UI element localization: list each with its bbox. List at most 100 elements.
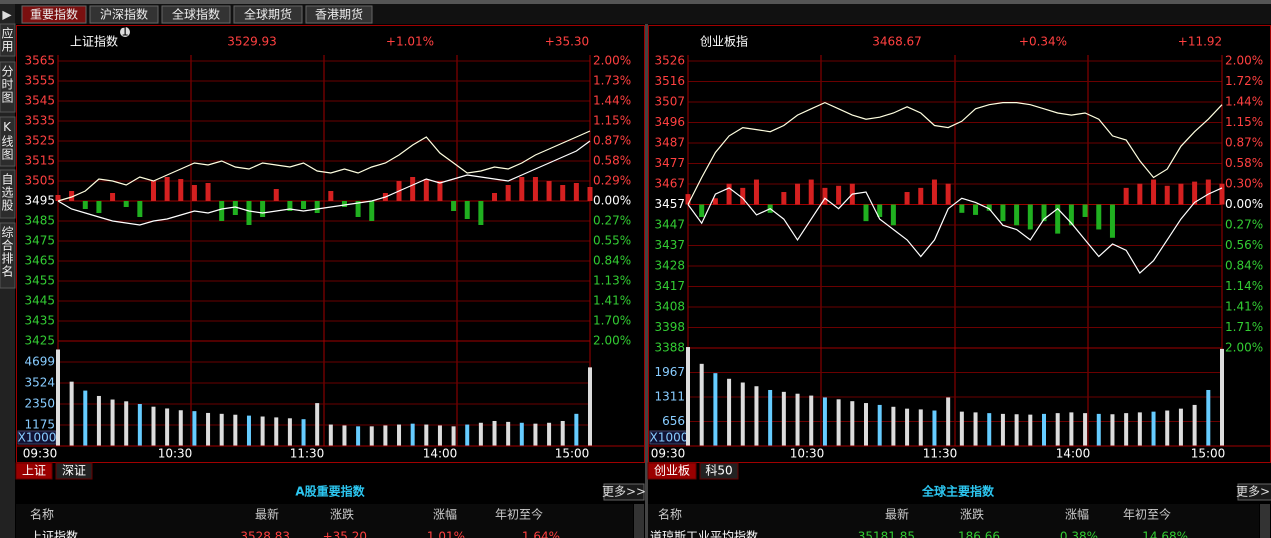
pct-tick-label: 2.00% bbox=[593, 334, 631, 348]
tab[interactable] bbox=[21, 5, 87, 24]
sidebar-button[interactable] bbox=[0, 169, 16, 219]
market-tab-label[interactable]: 深证 bbox=[62, 464, 86, 478]
market-tab-label[interactable]: 创业板 bbox=[654, 464, 690, 478]
tab[interactable] bbox=[305, 5, 373, 24]
volume-bar bbox=[987, 413, 992, 446]
tab-label[interactable]: 全球期货 bbox=[244, 7, 292, 22]
market-tab-label[interactable]: 上证 bbox=[22, 464, 46, 478]
breadth-bar bbox=[205, 183, 211, 201]
sidebar-button[interactable] bbox=[0, 61, 16, 113]
breadth-bar bbox=[959, 204, 965, 213]
column-header: 名称 bbox=[658, 507, 682, 522]
market-tab[interactable] bbox=[15, 462, 53, 480]
volume-bar bbox=[560, 420, 565, 446]
time-label: 15:00 bbox=[1191, 447, 1226, 461]
volume-bar bbox=[301, 419, 306, 446]
breadth-bar bbox=[808, 179, 814, 205]
pct-tick-label: 1.41% bbox=[1225, 300, 1263, 314]
column-header: 最新 bbox=[885, 507, 909, 522]
breadth-bar bbox=[273, 189, 279, 201]
more-label[interactable]: 更多>> bbox=[1236, 485, 1271, 499]
price-tick-label: 3525 bbox=[24, 134, 55, 148]
index-change: +35.30 bbox=[545, 35, 589, 49]
volume-bar bbox=[768, 389, 773, 446]
volume-bar bbox=[342, 425, 347, 446]
cell: 3528.83 bbox=[240, 530, 290, 538]
more-label[interactable]: 更多>> bbox=[602, 485, 646, 499]
breadth-bar bbox=[246, 201, 252, 225]
column-header: 涨跌 bbox=[960, 507, 984, 522]
price-tick-label: 3485 bbox=[24, 214, 55, 228]
volume-bar bbox=[397, 424, 402, 446]
volume-bar bbox=[124, 401, 129, 446]
pct-tick-label: 1.72% bbox=[1225, 74, 1263, 88]
cell: 上证指数 bbox=[30, 529, 78, 538]
market-tab[interactable] bbox=[55, 462, 93, 480]
volume-bar bbox=[69, 381, 74, 446]
more-button[interactable] bbox=[1237, 483, 1271, 501]
breadth-bar bbox=[1151, 179, 1157, 205]
more-button[interactable] bbox=[603, 483, 645, 501]
breadth-bar bbox=[931, 179, 937, 205]
breadth-bar bbox=[410, 177, 416, 201]
pct-tick-label: 1.15% bbox=[1225, 115, 1263, 129]
pct-tick-label: 0.84% bbox=[593, 254, 631, 268]
breadth-bar bbox=[1000, 204, 1006, 222]
breadth-bar bbox=[1205, 179, 1211, 205]
volume-bar bbox=[686, 347, 690, 446]
sidebar-button[interactable] bbox=[0, 222, 16, 289]
breadth-bar bbox=[1192, 181, 1198, 205]
sidebar-label[interactable]: 应用 bbox=[0, 26, 14, 53]
volume-bar bbox=[451, 426, 456, 446]
market-tab[interactable] bbox=[699, 462, 739, 480]
scrollbar[interactable] bbox=[1260, 504, 1270, 538]
breadth-bar bbox=[822, 187, 828, 205]
market-tab-label[interactable]: 科50 bbox=[705, 464, 732, 478]
price-tick-label: 3545 bbox=[24, 94, 55, 108]
breadth-bar bbox=[287, 201, 293, 211]
tab[interactable] bbox=[89, 5, 159, 24]
tab-label[interactable]: 重要指数 bbox=[30, 7, 78, 22]
sidebar-label[interactable]: 自选股 bbox=[0, 173, 14, 212]
volume-tick-label: 1175 bbox=[24, 418, 55, 432]
volume-bar bbox=[328, 424, 333, 446]
tab-label[interactable]: 沪深指数 bbox=[100, 7, 148, 22]
sidebar-button[interactable] bbox=[0, 116, 16, 167]
column-header: 涨幅 bbox=[1065, 507, 1089, 522]
volume-bar bbox=[809, 395, 814, 446]
price-tick-label: 3555 bbox=[24, 74, 55, 88]
breadth-bar bbox=[904, 192, 910, 205]
volume-bar bbox=[822, 397, 827, 446]
volume-bar bbox=[219, 413, 224, 446]
breadth-bar bbox=[1027, 204, 1033, 230]
pct-tick-label: 1.41% bbox=[593, 294, 631, 308]
tab-label[interactable]: 全球指数 bbox=[172, 7, 220, 22]
volume-bar bbox=[260, 416, 265, 446]
breadth-bar bbox=[478, 201, 484, 225]
top-strip bbox=[0, 0, 1271, 4]
market-tab[interactable] bbox=[647, 462, 697, 480]
pct-tick-label: 0.84% bbox=[1225, 259, 1263, 273]
volume-bar bbox=[932, 410, 937, 446]
sidebar-label[interactable]: 分时图 bbox=[0, 65, 14, 104]
sidebar-button[interactable] bbox=[0, 23, 16, 57]
sidebar-label[interactable]: K线图 bbox=[0, 120, 14, 161]
cell: 186.66 bbox=[958, 530, 1000, 538]
volume-bar bbox=[178, 410, 183, 446]
table-title: 全球主要指数 bbox=[921, 484, 995, 499]
sidebar-label[interactable]: 综合排名 bbox=[0, 226, 14, 278]
volume-bar bbox=[795, 393, 800, 446]
breadth-bar bbox=[863, 204, 869, 222]
cell: 0.38% bbox=[1060, 530, 1098, 538]
tab-label[interactable]: 香港期货 bbox=[315, 7, 363, 22]
breadth-bar bbox=[301, 201, 307, 209]
price-tick-label: 3467 bbox=[654, 177, 685, 191]
volume-bar bbox=[1220, 348, 1224, 446]
breadth-bar bbox=[1219, 183, 1225, 205]
tab[interactable] bbox=[161, 5, 231, 24]
breadth-bar bbox=[341, 201, 347, 207]
volume-bar bbox=[246, 415, 251, 446]
scrollbar[interactable] bbox=[634, 504, 644, 538]
tab[interactable] bbox=[233, 5, 303, 24]
